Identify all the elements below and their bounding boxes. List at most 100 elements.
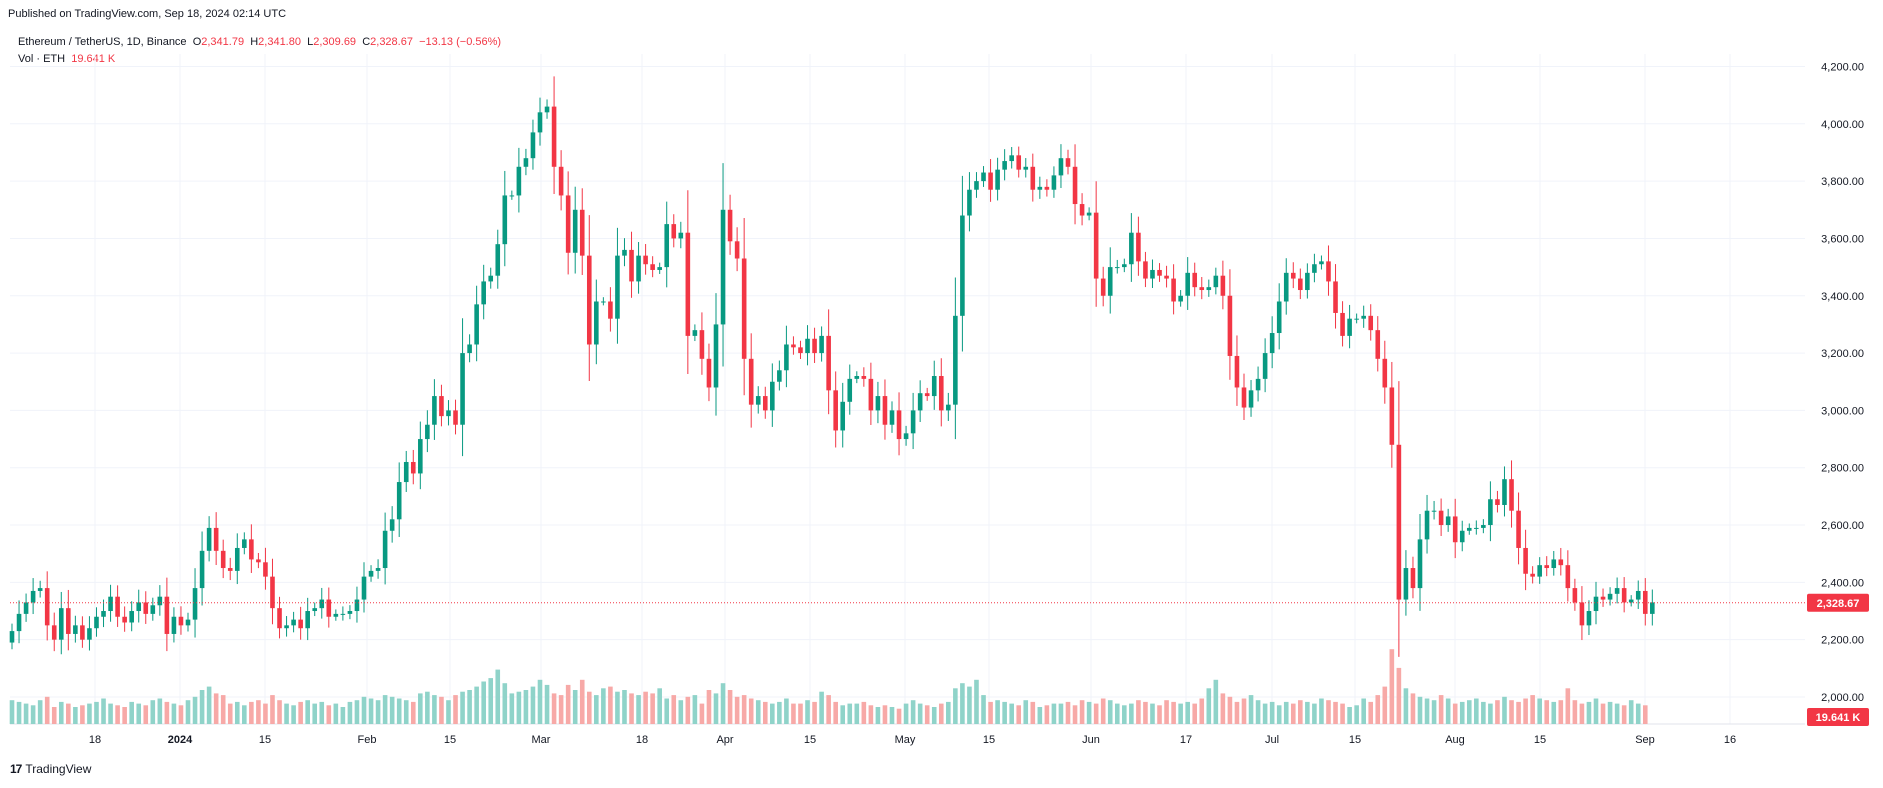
candle-body (502, 195, 508, 245)
candle-body (1445, 516, 1451, 526)
candle-body (896, 410, 902, 440)
open-value: 2,341.79 (201, 36, 245, 48)
volume-bar (762, 701, 768, 724)
candle-body (685, 232, 691, 336)
candle-body (777, 370, 782, 382)
volume-bar (1474, 698, 1479, 724)
volume-bar (636, 695, 641, 724)
candle-body (1537, 565, 1542, 577)
candle-body (1488, 499, 1493, 526)
y-tick-label: 2,400.00 (1821, 577, 1864, 589)
volume-bar (1481, 701, 1486, 724)
volume-bar (1234, 701, 1240, 724)
candle-body (819, 335, 824, 354)
candle-body (1143, 261, 1148, 279)
candle-body (396, 482, 402, 520)
volume-bar (1262, 703, 1268, 724)
candle-body (382, 530, 388, 569)
candle-body (143, 602, 149, 614)
y-tick-label: 3,200.00 (1821, 348, 1864, 360)
volume-bar (523, 690, 529, 724)
candle-body (227, 568, 233, 571)
tradingview-footer[interactable]: 17 TradingView (10, 762, 91, 776)
candle-body (812, 338, 817, 354)
candle-body (565, 195, 571, 253)
candle-body (403, 461, 409, 483)
volume-bar (1403, 688, 1409, 724)
candle-body (347, 611, 353, 614)
volume-bar (657, 688, 662, 724)
volume-bar (988, 701, 993, 724)
candle-body (1192, 272, 1198, 288)
symbol-label[interactable]: Ethereum / TetherUS, 1D, Binance (18, 36, 187, 48)
candle-body (192, 588, 198, 620)
volume-bar (1241, 698, 1247, 724)
candle-body (995, 169, 1000, 190)
volume-bar (643, 691, 648, 724)
candle-body (1621, 588, 1627, 603)
candle-body (1438, 510, 1444, 526)
volume-bar (185, 700, 191, 724)
candle-body (805, 338, 810, 354)
candle-body (910, 410, 916, 434)
candle-body (1650, 602, 1655, 614)
volume-label[interactable]: Vol · ETH (18, 53, 66, 65)
volume-bar (861, 701, 867, 724)
volume-bar (361, 696, 367, 724)
candle-body (206, 527, 212, 551)
volume-bar (326, 705, 332, 724)
candle-body (37, 588, 43, 591)
candle-body (481, 281, 486, 305)
volume-bar (481, 681, 486, 724)
candle-body (917, 393, 923, 411)
volume-bar (727, 690, 733, 724)
candle-body (453, 410, 458, 425)
candle-body (1171, 278, 1176, 302)
volume-bar (1276, 705, 1282, 724)
candle-body (1459, 530, 1465, 543)
volume-bar (537, 679, 543, 724)
candle-body (720, 209, 726, 325)
candle-body (643, 255, 648, 265)
volume-bar (1628, 700, 1634, 724)
candle-body (1565, 565, 1571, 589)
x-tick-label: 2024 (168, 734, 193, 746)
volume-bar (1058, 703, 1064, 724)
candle-body (270, 576, 275, 609)
candle-body (1002, 161, 1007, 170)
volume-bar (403, 700, 409, 724)
candle-body (629, 249, 634, 282)
volume-bar (889, 707, 895, 724)
candle-body (1474, 527, 1479, 529)
candle-body (129, 611, 134, 623)
volume-bar (678, 700, 684, 724)
volume-bar (1530, 695, 1535, 724)
published-label: Published on TradingView.com, Sep 18, 20… (8, 8, 287, 20)
volume-bar (868, 705, 874, 724)
volume-bar (1509, 700, 1514, 724)
volume-bar (1051, 703, 1057, 724)
volume-value: 19.641 K (71, 53, 116, 65)
candle-body (460, 353, 465, 425)
candle-body (1283, 272, 1289, 302)
volume-bar (819, 691, 824, 724)
volume-bar (1614, 703, 1620, 724)
volume-bar (1642, 705, 1648, 724)
candle-body (474, 304, 479, 345)
open-label: O (192, 36, 202, 48)
volume-bar (143, 705, 149, 724)
candle-body (615, 255, 620, 319)
volume-bar (833, 701, 838, 724)
candle-body (1129, 232, 1134, 265)
candle-body (854, 376, 860, 379)
candle-body (312, 608, 318, 612)
volume-bar (1445, 698, 1451, 724)
volume-bar (382, 695, 388, 724)
candle-body (1431, 510, 1437, 512)
candle-body (1157, 269, 1162, 276)
candle-body (1234, 355, 1240, 388)
volume-bar (1213, 679, 1219, 724)
volume-bar (565, 684, 571, 724)
volume-bar (220, 695, 226, 724)
